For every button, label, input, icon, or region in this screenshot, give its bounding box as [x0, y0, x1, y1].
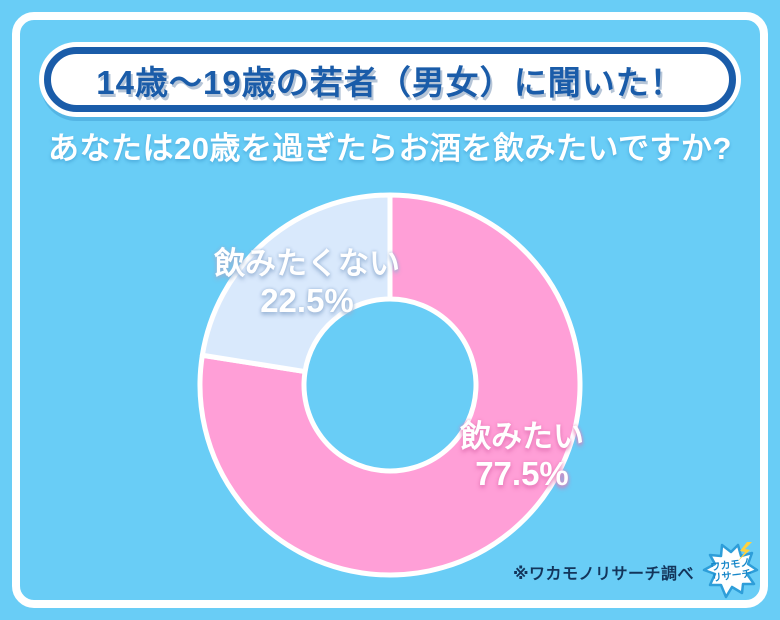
wakamono-research-logo-icon: ワカモノ リサーチ [702, 542, 759, 599]
logo-lightning-icon [738, 542, 752, 561]
slice-want-to-drink [197, 192, 583, 578]
logo-text-line1: ワカモノ [710, 557, 751, 574]
label-want-text: 飲みたい [460, 419, 584, 454]
title-banner: 14歳～19歳の若者（男女）に聞いた！ [44, 47, 736, 112]
label-want-percent: 77.5% [475, 454, 569, 492]
label-want-to-drink: 飲みたい 77.5% [412, 419, 632, 493]
page-title: 14歳～19歳の若者（男女）に聞いた！ [96, 63, 684, 101]
logo-text-line2: リサーチ [711, 568, 752, 585]
label-dont-want-percent: 22.5% [260, 281, 354, 319]
label-dont-want-to-drink: 飲みたくない 22.5% [177, 246, 437, 320]
label-dont-want-text: 飲みたくない [214, 246, 400, 281]
slice-dont-want-to-drink [199, 192, 393, 375]
source-note: ※ワカモノリサーチ調べ [512, 566, 694, 583]
survey-question: あなたは20歳を過ぎたらお酒を飲みたいですか? [48, 131, 732, 166]
donut-chart [197, 192, 583, 578]
logo-burst-shape [702, 543, 759, 599]
